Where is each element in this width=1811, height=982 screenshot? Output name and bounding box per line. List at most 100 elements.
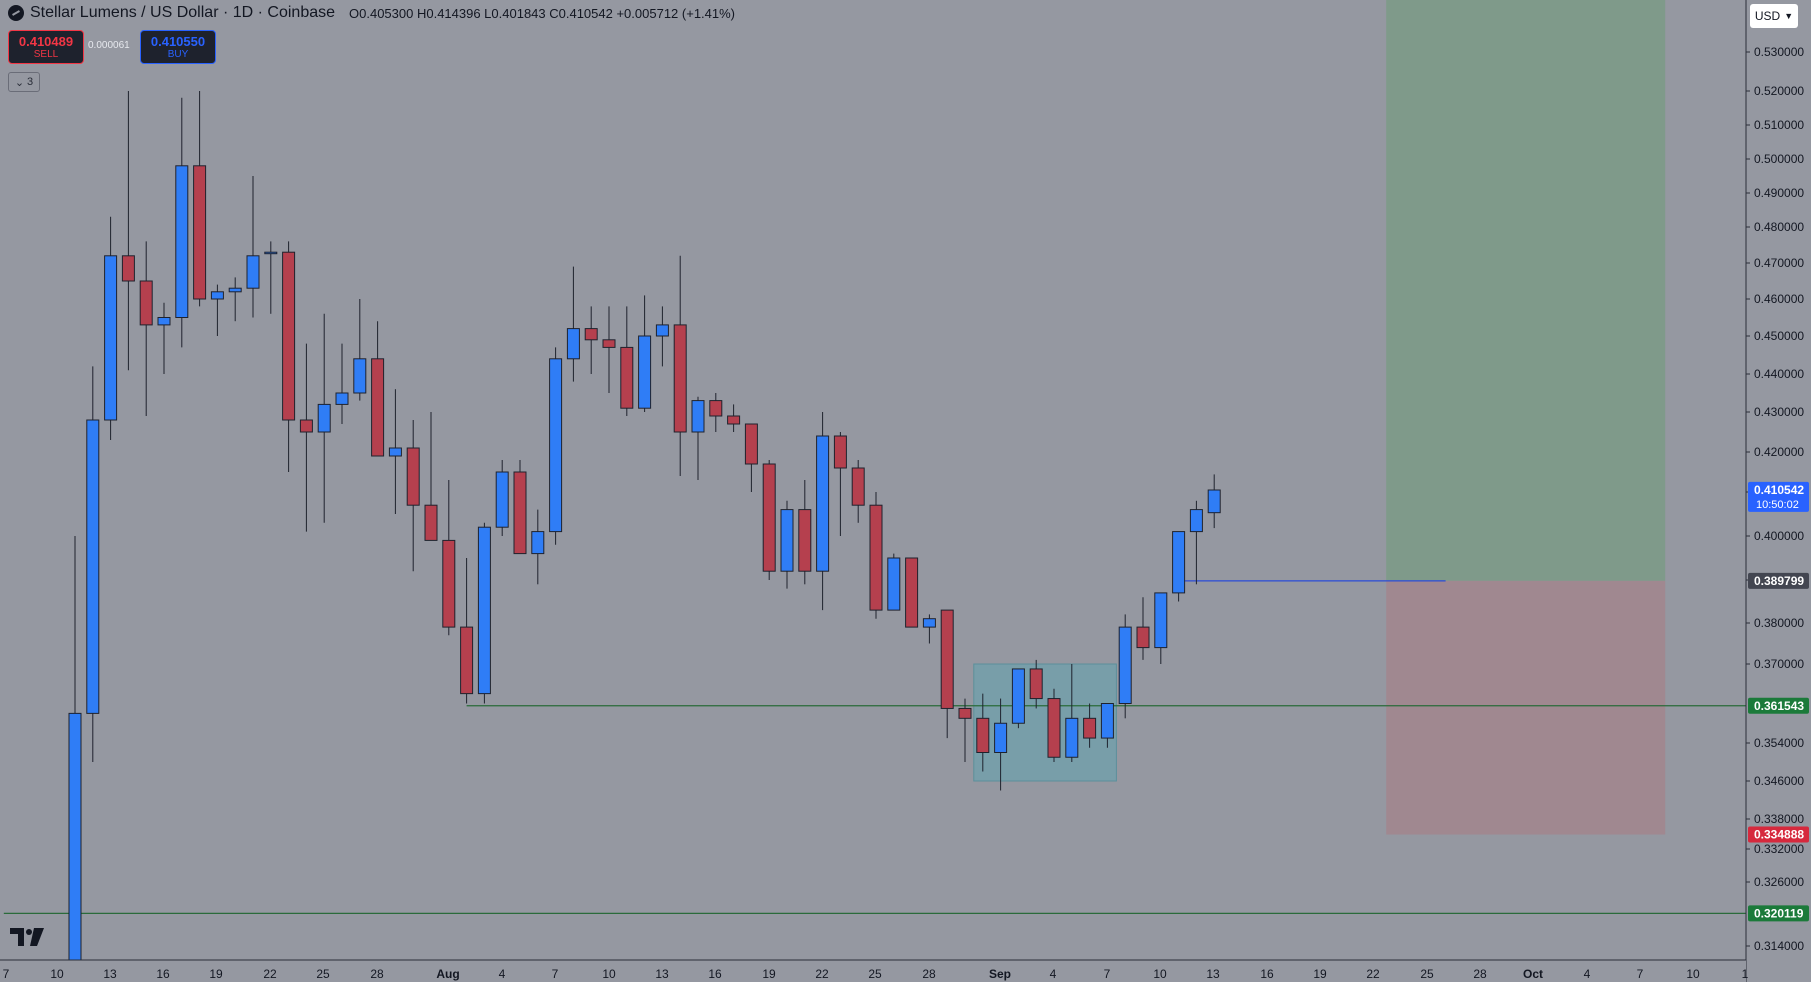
candle[interactable]	[833, 435, 847, 469]
candle[interactable]	[424, 504, 438, 541]
candle[interactable]	[655, 324, 669, 337]
buy-button[interactable]: 0.410550 BUY	[140, 30, 216, 64]
candle[interactable]	[566, 328, 580, 360]
time-tick-label: 16	[156, 967, 170, 981]
price-label-text: 0.389799	[1754, 574, 1804, 588]
candle[interactable]	[1189, 509, 1203, 533]
time-tick-label: Oct	[1523, 967, 1543, 981]
candle[interactable]	[1029, 668, 1043, 700]
candle[interactable]	[869, 504, 883, 611]
candle[interactable]	[264, 251, 278, 255]
sell-button[interactable]: 0.410489 SELL	[8, 30, 84, 64]
candle[interactable]	[104, 255, 118, 421]
candle[interactable]	[442, 539, 456, 628]
candle[interactable]	[584, 328, 598, 341]
time-tick-label: 19	[209, 967, 223, 981]
tradingview-logo-icon[interactable]	[10, 926, 46, 948]
candle[interactable]	[531, 531, 545, 555]
candle[interactable]	[940, 609, 954, 709]
candle[interactable]	[1083, 717, 1097, 739]
price-tick-label: 0.480000	[1754, 220, 1804, 234]
indicators-toggle-button[interactable]: ⌄ 3	[8, 72, 40, 92]
target-zone[interactable]	[1386, 0, 1666, 581]
candle[interactable]	[1047, 698, 1061, 758]
candle[interactable]	[1065, 717, 1079, 758]
candle[interactable]	[246, 255, 260, 289]
countdown-label: 10:50:02	[1756, 499, 1799, 511]
price-tick-label: 0.380000	[1754, 616, 1804, 630]
candle[interactable]	[976, 717, 990, 753]
price-tick-label: 0.470000	[1754, 256, 1804, 270]
candle[interactable]	[816, 435, 830, 572]
time-tick-label: 19	[762, 967, 776, 981]
candle[interactable]	[121, 255, 135, 282]
symbol-title[interactable]: Stellar Lumens / US Dollar · 1D · Coinba…	[30, 4, 336, 21]
candle[interactable]	[673, 324, 687, 433]
candle[interactable]	[798, 509, 812, 572]
candle[interactable]	[371, 358, 385, 457]
time-tick-label: 10	[602, 967, 616, 981]
price-label-badge	[1748, 905, 1809, 922]
time-axis[interactable]	[0, 960, 1746, 982]
price-tick-label: 0.338000	[1754, 812, 1804, 826]
candle[interactable]	[299, 419, 313, 433]
candle[interactable]	[193, 165, 207, 300]
time-tick-label: 25	[1420, 967, 1434, 981]
candle[interactable]	[406, 447, 420, 506]
candle[interactable]	[691, 400, 705, 433]
time-tick-label: 19	[1313, 967, 1327, 981]
candle[interactable]	[762, 463, 776, 572]
ohlc-readout: O0.405300 H0.414396 L0.401843 C0.410542 …	[349, 5, 736, 21]
candle[interactable]	[1100, 703, 1114, 739]
candle[interactable]	[905, 557, 919, 628]
candle[interactable]	[139, 280, 153, 326]
candle[interactable]	[353, 358, 367, 394]
time-tick-label: 16	[708, 967, 722, 981]
currency-label: USD	[1754, 9, 1781, 23]
candle[interactable]	[388, 447, 402, 457]
time-tick-label: 7	[3, 967, 10, 981]
candle[interactable]	[157, 317, 171, 326]
chevron-down-icon: ▼	[1784, 11, 1794, 21]
candle[interactable]	[620, 346, 634, 409]
candle[interactable]	[477, 526, 491, 695]
candle[interactable]	[922, 618, 936, 628]
candle[interactable]	[228, 287, 242, 293]
candle[interactable]	[780, 509, 794, 572]
candle[interactable]	[513, 471, 527, 555]
candle[interactable]	[1172, 531, 1186, 594]
price-label-text: 0.410542	[1754, 483, 1804, 497]
price-label-text: 0.361543	[1754, 699, 1804, 713]
candle[interactable]	[994, 722, 1008, 753]
stop-zone[interactable]	[1386, 580, 1666, 835]
candle[interactable]	[175, 165, 189, 318]
candle[interactable]	[1136, 626, 1150, 649]
currency-button[interactable]: USD ▼	[1750, 4, 1798, 28]
chevron-down-icon: ⌄	[14, 76, 25, 89]
candle[interactable]	[495, 471, 509, 528]
candle[interactable]	[727, 415, 741, 425]
buy-price: 0.410550	[150, 33, 206, 49]
candle[interactable]	[1154, 592, 1168, 649]
candle[interactable]	[744, 423, 758, 465]
price-label-badge	[1748, 481, 1809, 512]
candle[interactable]	[602, 339, 616, 348]
candle[interactable]	[210, 291, 224, 300]
candle[interactable]	[317, 403, 331, 433]
candle[interactable]	[851, 467, 865, 506]
candle[interactable]	[68, 712, 82, 961]
candle[interactable]	[887, 557, 901, 611]
candle[interactable]	[549, 358, 563, 533]
candle[interactable]	[638, 335, 652, 409]
candle[interactable]	[335, 392, 349, 405]
candle[interactable]	[1011, 668, 1025, 724]
candle[interactable]	[1118, 626, 1132, 704]
candle[interactable]	[1207, 489, 1221, 514]
candle[interactable]	[282, 251, 296, 421]
candle[interactable]	[958, 707, 972, 719]
price-tick-label: 0.460000	[1754, 292, 1804, 306]
candle[interactable]	[709, 400, 723, 417]
candle[interactable]	[460, 626, 474, 695]
candle[interactable]	[86, 419, 100, 714]
